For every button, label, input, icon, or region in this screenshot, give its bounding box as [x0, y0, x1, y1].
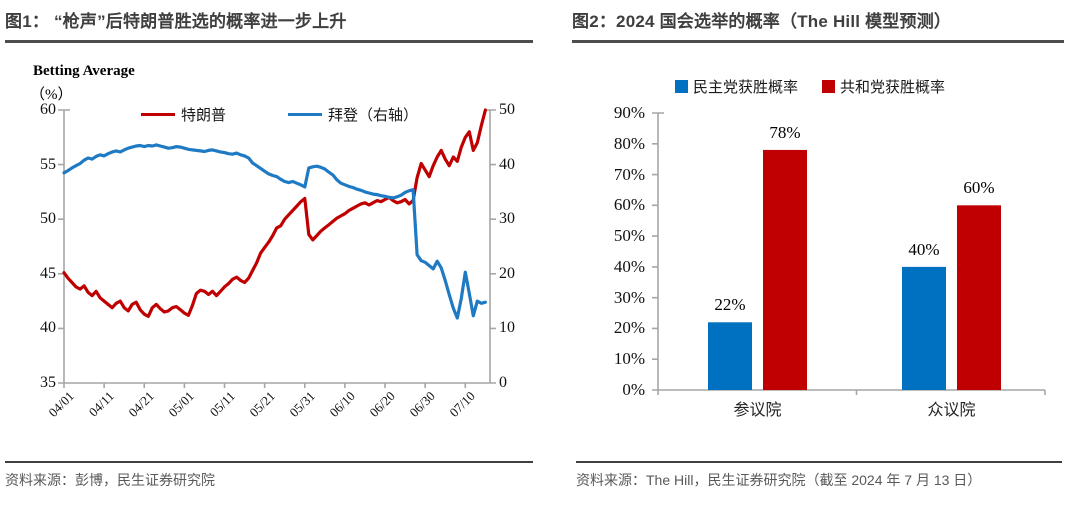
figure1-source: 资料来源：彭博，民生证券研究院 — [5, 472, 215, 488]
figure2-source-block: 资料来源：The Hill，民生证券研究院（截至 2024 年 7 月 13 日… — [576, 461, 1062, 490]
figure1-source-block: 资料来源：彭博，民生证券研究院 — [5, 461, 533, 490]
y-axis-title: Betting Average — [33, 63, 135, 79]
biden-series-line — [62, 143, 487, 320]
category-label: 参议院 — [733, 402, 782, 419]
figure2-y-tick-label: 70% — [613, 164, 645, 184]
figure1-title-block: 图1： “枪声”后特朗普胜选的概率进一步上升 — [5, 10, 533, 43]
trump-series-line — [62, 108, 487, 318]
figure2-title-block: 图2：2024 国会选举的概率（The Hill 模型预测） — [572, 10, 1064, 43]
legend-label-republican: 共和党获胜概率 — [840, 80, 946, 96]
legend-entry-trump: 特朗普 — [141, 104, 226, 125]
figure2-y-tick-label: 0% — [622, 380, 645, 399]
bar-data-label: 40% — [908, 239, 940, 259]
figure1-title: 图1： “枪声”后特朗普胜选的概率进一步上升 — [5, 12, 347, 31]
left-axis-tick-label: 40 — [40, 319, 56, 337]
figure2-y-tick-label: 40% — [613, 256, 645, 276]
bar-data-label: 60% — [963, 178, 995, 198]
figure2-axes — [652, 112, 1046, 395]
figure2-y-tick-label: 50% — [613, 226, 645, 246]
right-axis-tick-label: 20 — [499, 264, 515, 282]
left-axis-tick-label: 60 — [40, 101, 56, 118]
legend-label-biden: 拜登（右轴） — [328, 108, 419, 124]
figure2-y-tick-label: 10% — [613, 349, 645, 369]
democrat-square-swatch — [674, 80, 688, 93]
biden-line-swatch — [288, 112, 323, 117]
democrat-bar-senate — [708, 322, 752, 390]
trump-line-swatch — [141, 112, 175, 117]
legend-entry-biden: 拜登（右轴） — [288, 104, 418, 125]
figure2-source: 资料来源：The Hill，民生证券研究院（截至 2024 年 7 月 13 日… — [576, 472, 982, 488]
legend-label-democrat: 民主党获胜概率 — [692, 80, 798, 96]
figure2-y-tick-label: 90% — [613, 103, 645, 122]
figure2-title: 图2：2024 国会选举的概率（The Hill 模型预测） — [572, 12, 952, 31]
figure1-legend: 特朗普 拜登（右轴） — [141, 104, 418, 125]
figure2-y-tick-label: 80% — [613, 133, 645, 153]
bar-data-label: 78% — [769, 122, 801, 142]
bar-chart-canvas — [652, 112, 1046, 395]
figure2-y-tick-label: 20% — [613, 318, 645, 338]
left-axis-tick-label: 35 — [40, 374, 56, 391]
category-label: 众议院 — [927, 402, 976, 419]
republican-bar-senate — [763, 149, 807, 390]
legend-entry-democrat: 民主党获胜概率 — [674, 76, 798, 97]
left-axis-tick-label: 45 — [40, 264, 56, 282]
figure2-y-tick-label: 30% — [613, 287, 645, 307]
figure2-panel: 图2：2024 国会选举的概率（The Hill 模型预测） 民主党获胜概率 共… — [540, 0, 1080, 524]
republican-square-swatch — [822, 80, 835, 93]
legend-entry-republican: 共和党获胜概率 — [822, 76, 945, 97]
legend-label-trump: 特朗普 — [181, 108, 227, 124]
republican-bar-house — [957, 205, 1001, 390]
right-axis-tick-label: 10 — [499, 319, 515, 337]
figure1-panel: 图1： “枪声”后特朗普胜选的概率进一步上升 Betting Average （… — [5, 10, 533, 490]
y-axis-unit: （%） — [30, 87, 73, 103]
bar-data-label: 22% — [714, 295, 746, 315]
right-axis-tick-label: 0 — [499, 374, 507, 391]
right-axis-tick-label: 50 — [499, 101, 515, 118]
figure2-legend: 民主党获胜概率 共和党获胜概率 — [540, 76, 1080, 97]
democrat-bar-house — [902, 266, 946, 390]
figure2-y-tick-label: 60% — [613, 195, 645, 215]
right-axis-tick-label: 30 — [499, 210, 515, 228]
left-axis-tick-label: 50 — [40, 210, 56, 228]
line-chart-canvas — [58, 108, 496, 388]
left-axis-tick-label: 55 — [40, 155, 56, 173]
right-axis-tick-label: 40 — [499, 155, 515, 173]
